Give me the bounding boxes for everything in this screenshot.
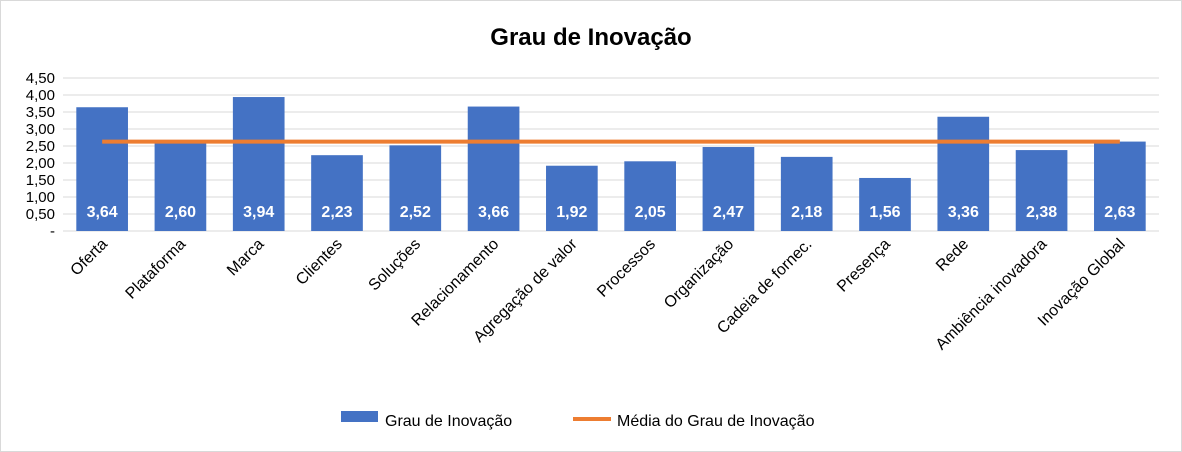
data-label: 3,36 (948, 204, 979, 221)
x-axis-ticks: Oferta Plataforma Marca Clientes SoluçõesRel… (68, 235, 1129, 353)
x-tick-label: Clientes (293, 236, 346, 289)
data-label: 2,38 (1026, 204, 1057, 221)
x-tick-label: Marca (224, 236, 268, 280)
bar (937, 116, 990, 231)
x-tick-label: Presença (834, 236, 894, 296)
x-tick-label: Organização (661, 236, 737, 312)
bar (780, 156, 833, 231)
y-tick-label: 4,50 (26, 70, 55, 87)
bar (467, 106, 520, 231)
y-axis-ticks: -0,501,001,502,002,503,003,504,004,50 (26, 70, 55, 240)
bar (76, 107, 128, 231)
data-label: 2,05 (635, 204, 666, 221)
bar (389, 145, 442, 231)
bar (154, 142, 207, 231)
x-tick-label: Processos (594, 236, 659, 301)
bar (311, 155, 363, 231)
data-labels: 3,64 2,60 3,94 2,23 2,52 3,66 1,92 2,05 2,47 2,18… (87, 204, 1136, 221)
x-tick-label: Soluções (366, 236, 425, 295)
data-label: 3,66 (478, 204, 509, 221)
bar (702, 147, 755, 231)
legend-line-label: Média do Grau de Inovação (617, 413, 815, 430)
data-label: 2,60 (165, 204, 196, 221)
x-tick-label: Plataforma (123, 236, 190, 303)
y-tick-label: 0,50 (26, 206, 55, 223)
y-tick-label: 1,00 (26, 189, 55, 206)
bar (859, 177, 911, 231)
x-tick-label: Inovação Global (1035, 236, 1129, 330)
y-tick-label: 2,50 (26, 138, 55, 155)
chart-title: Grau de Inovação (490, 24, 691, 51)
data-label: 2,52 (400, 204, 431, 221)
y-tick-label: 4,00 (26, 87, 55, 104)
data-label: 2,18 (791, 204, 822, 221)
y-tick-label: 3,50 (26, 104, 55, 121)
bar (1094, 141, 1146, 231)
bar (624, 161, 676, 231)
x-tick-label: Oferta (68, 236, 112, 280)
data-label: 2,47 (713, 204, 744, 221)
bar (1015, 150, 1068, 231)
data-label: 3,64 (87, 204, 118, 221)
y-tick-label: 1,50 (26, 172, 55, 189)
bar (546, 165, 598, 231)
x-tick-label: Rede (933, 236, 972, 275)
y-tick-label: 2,00 (26, 155, 55, 172)
y-tick-label: - (50, 223, 55, 240)
data-label: 2,63 (1104, 204, 1135, 221)
legend: Grau de Inovação Média do Grau de Inovaç… (341, 411, 815, 430)
data-label: 3,94 (243, 204, 274, 221)
y-tick-label: 3,00 (26, 121, 55, 138)
data-label: 1,56 (869, 204, 900, 221)
legend-bar-swatch (341, 411, 378, 422)
data-label: 2,23 (321, 204, 352, 221)
grid-lines (63, 77, 1159, 232)
legend-bar-label: Grau de Inovação (385, 413, 512, 430)
bar (232, 97, 285, 231)
bar-series (76, 97, 1146, 231)
data-label: 1,92 (556, 204, 587, 221)
